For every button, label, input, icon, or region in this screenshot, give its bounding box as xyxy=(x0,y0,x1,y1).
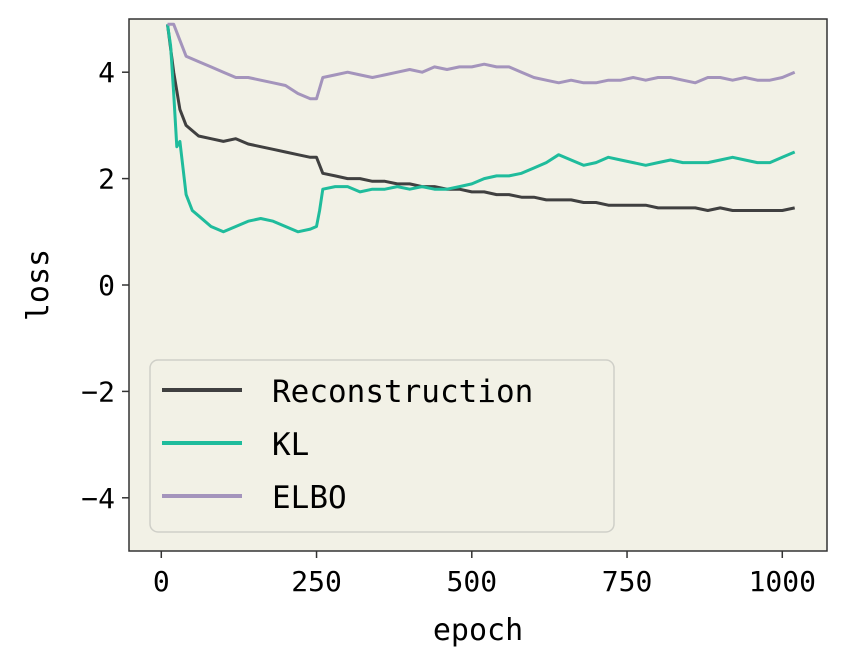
y-tick-label: −4 xyxy=(81,482,115,515)
y-tick-label: 2 xyxy=(98,163,115,196)
y-tick-label: 4 xyxy=(98,56,115,89)
series-layer xyxy=(166,22,796,234)
legend-label-reconstruction: Reconstruction xyxy=(272,374,533,410)
legend-label-elbo: ELBO xyxy=(272,480,347,516)
x-tick-label: 750 xyxy=(602,565,653,598)
x-tick-label: 1000 xyxy=(749,565,816,598)
x-tick-label: 500 xyxy=(447,565,498,598)
series-line-kl xyxy=(166,24,796,234)
legend: Reconstruction KL ELBO xyxy=(149,359,615,533)
series-line-reconstruction xyxy=(166,24,796,212)
y-tick-label: −2 xyxy=(81,375,115,408)
x-tick-label: 250 xyxy=(291,565,342,598)
y-tick-label: 0 xyxy=(98,269,115,302)
x-tick-label: 0 xyxy=(153,565,170,598)
x-axis: 0 250 500 750 1000 xyxy=(153,551,816,598)
legend-box xyxy=(149,359,615,533)
y-axis-label: loss xyxy=(21,249,56,321)
y-axis: −4 −2 0 2 4 xyxy=(81,56,129,515)
legend-label-kl: KL xyxy=(272,427,309,463)
x-axis-label: epoch xyxy=(433,613,523,648)
series-line-elbo xyxy=(167,22,796,101)
